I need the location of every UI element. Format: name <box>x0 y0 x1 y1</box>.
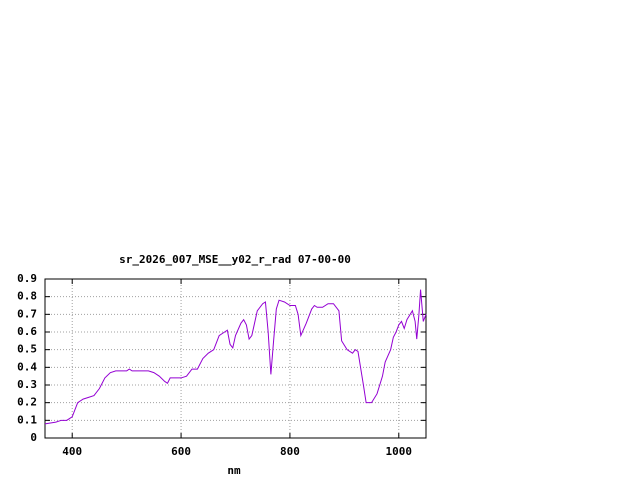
y-tick-label: 0.7 <box>17 307 37 320</box>
x-tick-label: 400 <box>62 445 82 458</box>
plot-frame <box>44 278 427 439</box>
y-tick-label: 0.6 <box>17 325 37 338</box>
x-tick-label: 600 <box>171 445 191 458</box>
y-tick-label: 0.9 <box>17 272 37 285</box>
x-axis-label: nm <box>227 464 241 477</box>
y-tick-label: 0.2 <box>17 396 37 409</box>
y-tick-label: 0 <box>30 431 37 444</box>
data-line <box>44 289 427 425</box>
y-tick-label: 0.3 <box>17 378 37 391</box>
y-tick-label: 0.4 <box>17 360 37 373</box>
y-tick-label: 0.1 <box>17 413 37 426</box>
y-tick-label: 0.5 <box>17 343 37 356</box>
chart-title: sr_2026_007_MSE__y02_r_rad 07-00-00 <box>119 253 351 266</box>
y-tick-label: 0.8 <box>17 290 37 303</box>
x-tick-label: 800 <box>280 445 300 458</box>
x-tick-label: 1000 <box>386 445 413 458</box>
